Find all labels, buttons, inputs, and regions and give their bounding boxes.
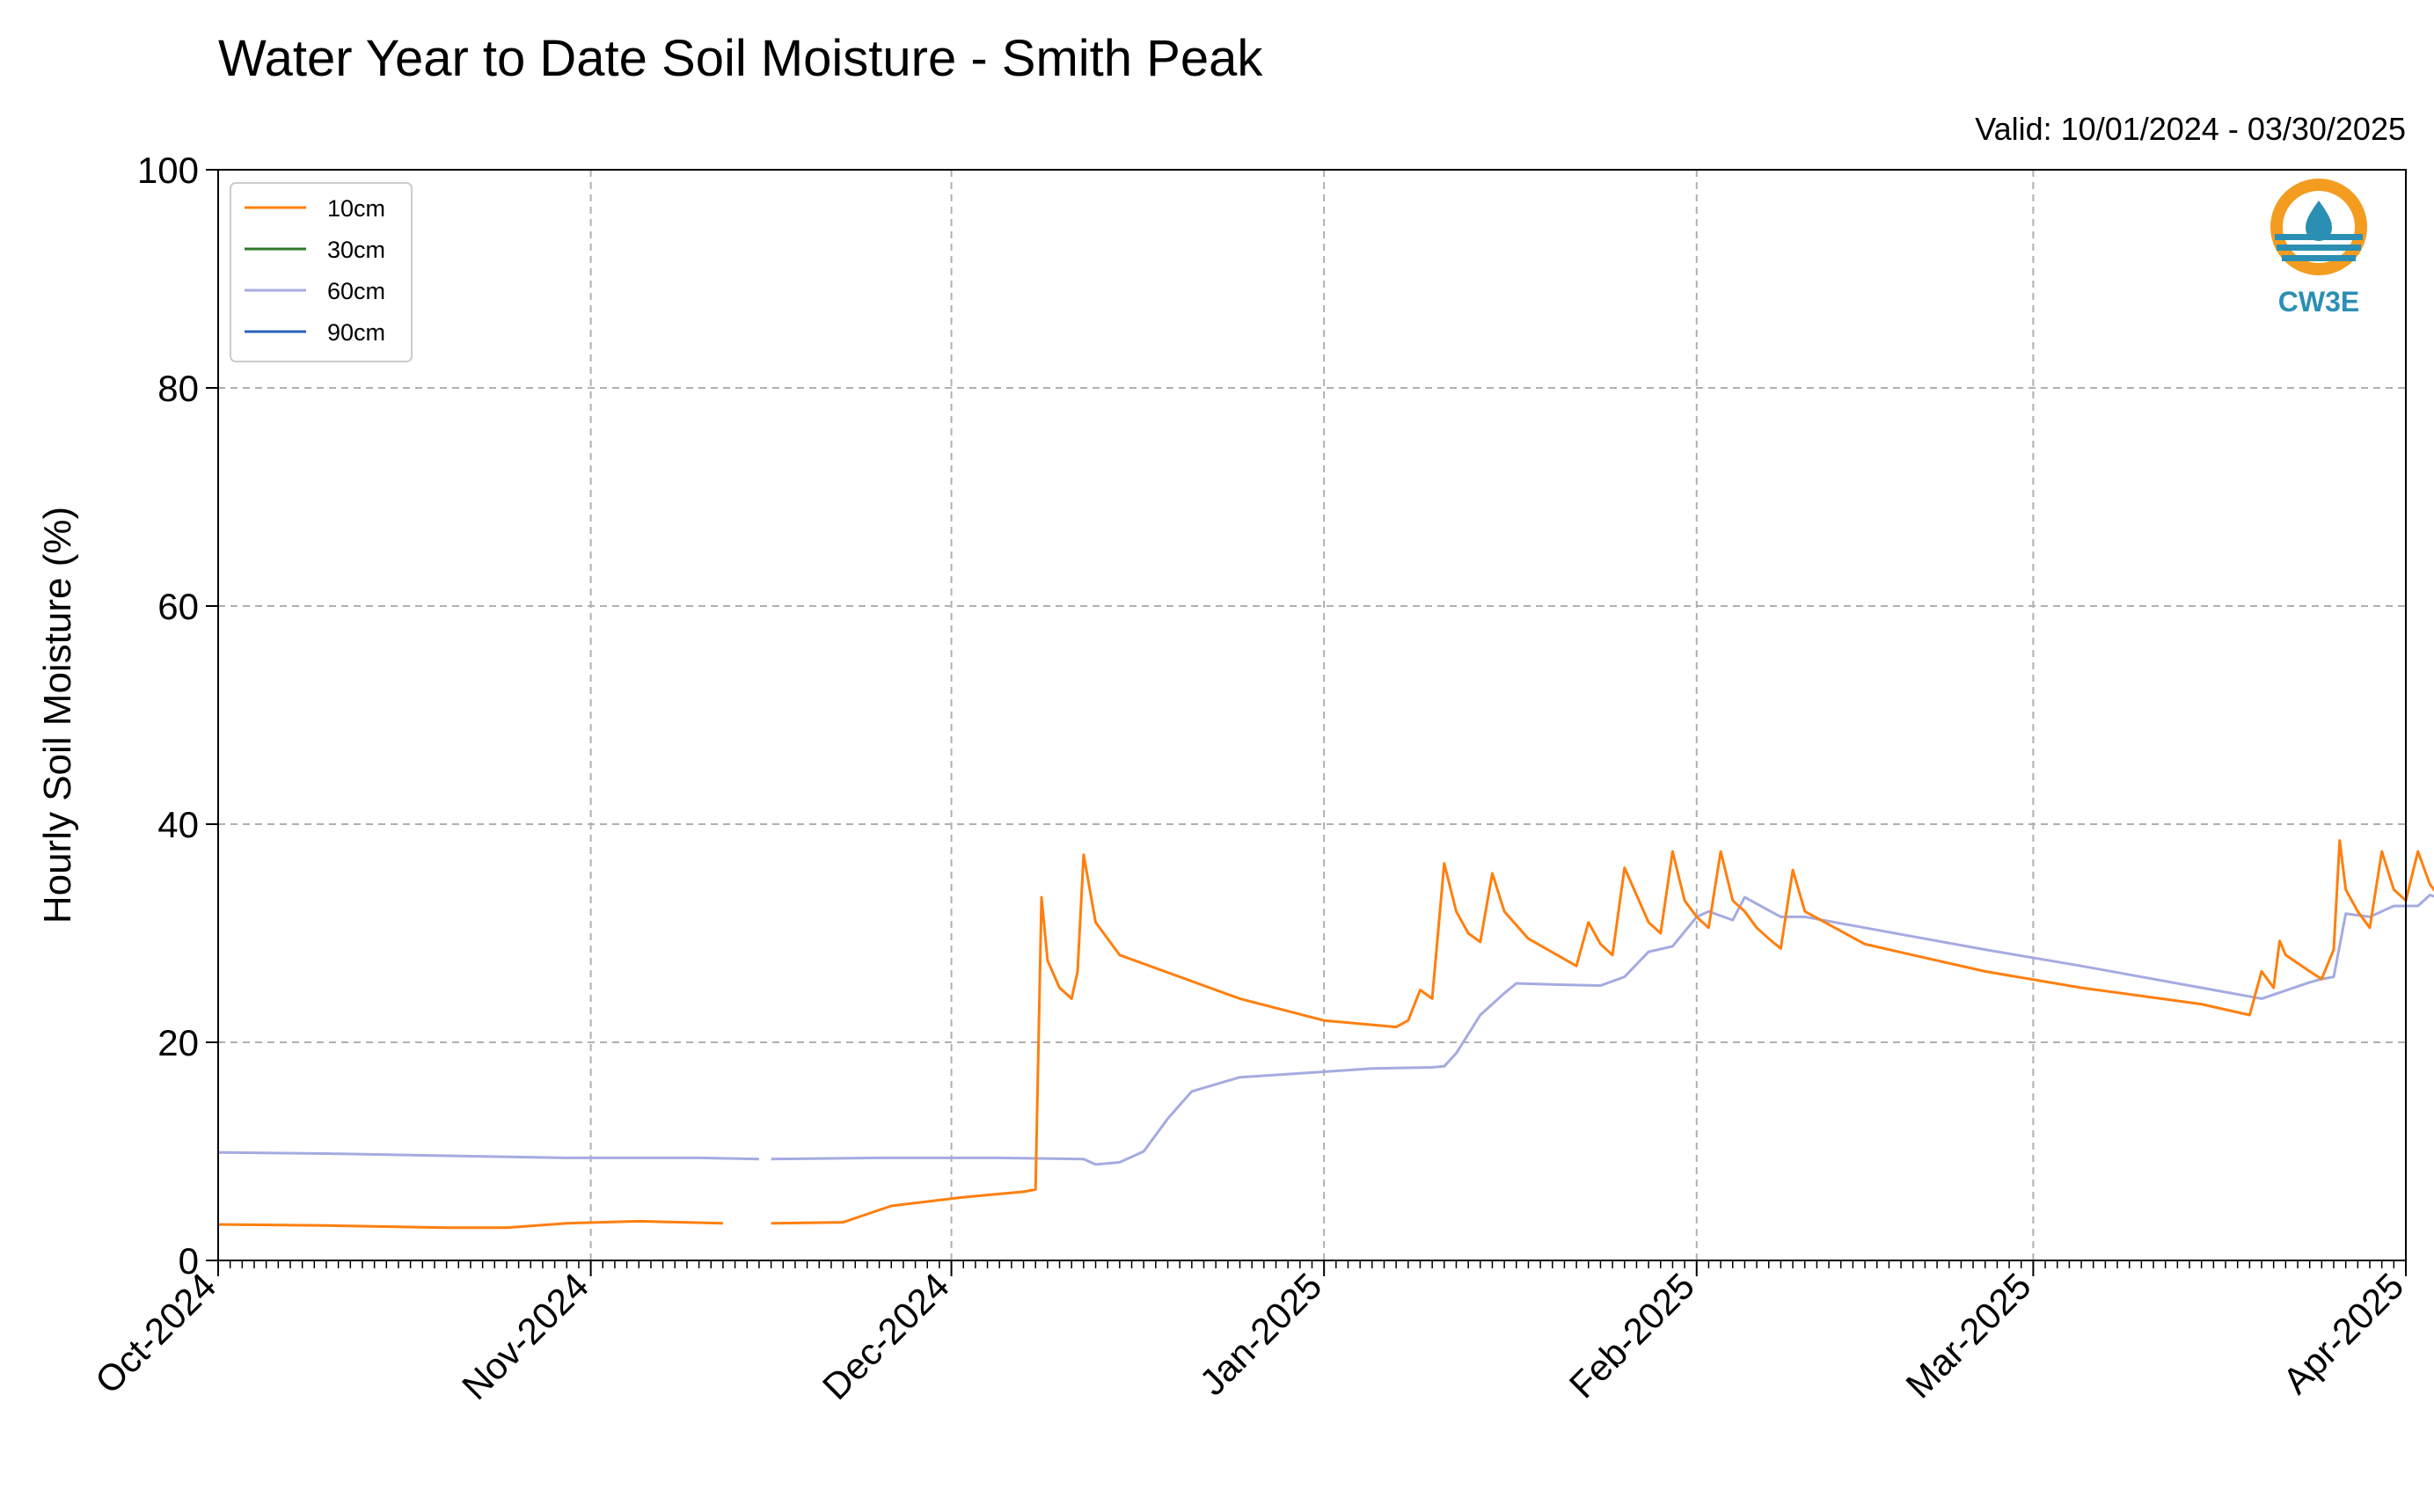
y-axis: 0 20 40 60 80 100 (137, 150, 218, 1282)
chart-title: Water Year to Date Soil Moisture - Smith… (218, 30, 1263, 87)
y-tick-label: 100 (137, 150, 199, 191)
y-tick-label: 0 (179, 1240, 199, 1282)
x-tick-label: Mar-2025 (1897, 1265, 2038, 1406)
y-axis-label: Hourly Soil Moisture (%) (36, 507, 79, 924)
chart-subtitle: Valid: 10/01/2024 - 03/30/2025 (1975, 111, 2406, 147)
plot-frame (217, 169, 2407, 1261)
logo-wave-2 (2277, 245, 2361, 251)
x-tick-label: Oct-2024 (87, 1265, 223, 1401)
x-tick-label: Nov-2024 (454, 1265, 596, 1407)
series-line-10cm (217, 839, 2434, 1230)
logo-text: CW3E (2278, 286, 2359, 318)
minor-ticks (217, 1260, 2407, 1268)
legend-label-90cm: 90cm (327, 319, 385, 346)
legend-box (230, 182, 413, 362)
logo-wave-3 (2282, 255, 2356, 261)
legend-label-60cm: 60cm (327, 278, 385, 304)
series-line-60cm (217, 894, 2434, 1166)
legend: 10cm 30cm 60cm 90cm (230, 182, 413, 362)
grid-lines (218, 170, 2406, 1260)
y-tick-label: 20 (157, 1022, 199, 1063)
legend-label-10cm: 10cm (327, 195, 385, 222)
x-tick-label: Jan-2025 (1191, 1265, 1329, 1403)
droplet-icon (2306, 201, 2332, 241)
y-tick-label: 80 (157, 368, 199, 409)
x-axis: Oct-2024 Nov-2024 Dec-2024 Jan-2025 Feb-2025… (87, 1260, 2411, 1407)
x-tick-label: Dec-2024 (815, 1265, 957, 1407)
x-tick-label: Feb-2025 (1561, 1265, 1702, 1406)
y-tick-label: 60 (157, 586, 199, 627)
legend-label-30cm: 30cm (327, 237, 385, 263)
logo-ring (2270, 179, 2367, 275)
y-tick-label: 40 (157, 804, 199, 845)
plot-series (217, 839, 2434, 1230)
cw3e-logo: CW3E (2270, 179, 2367, 318)
x-tick-label: Apr-2025 (2275, 1265, 2411, 1401)
